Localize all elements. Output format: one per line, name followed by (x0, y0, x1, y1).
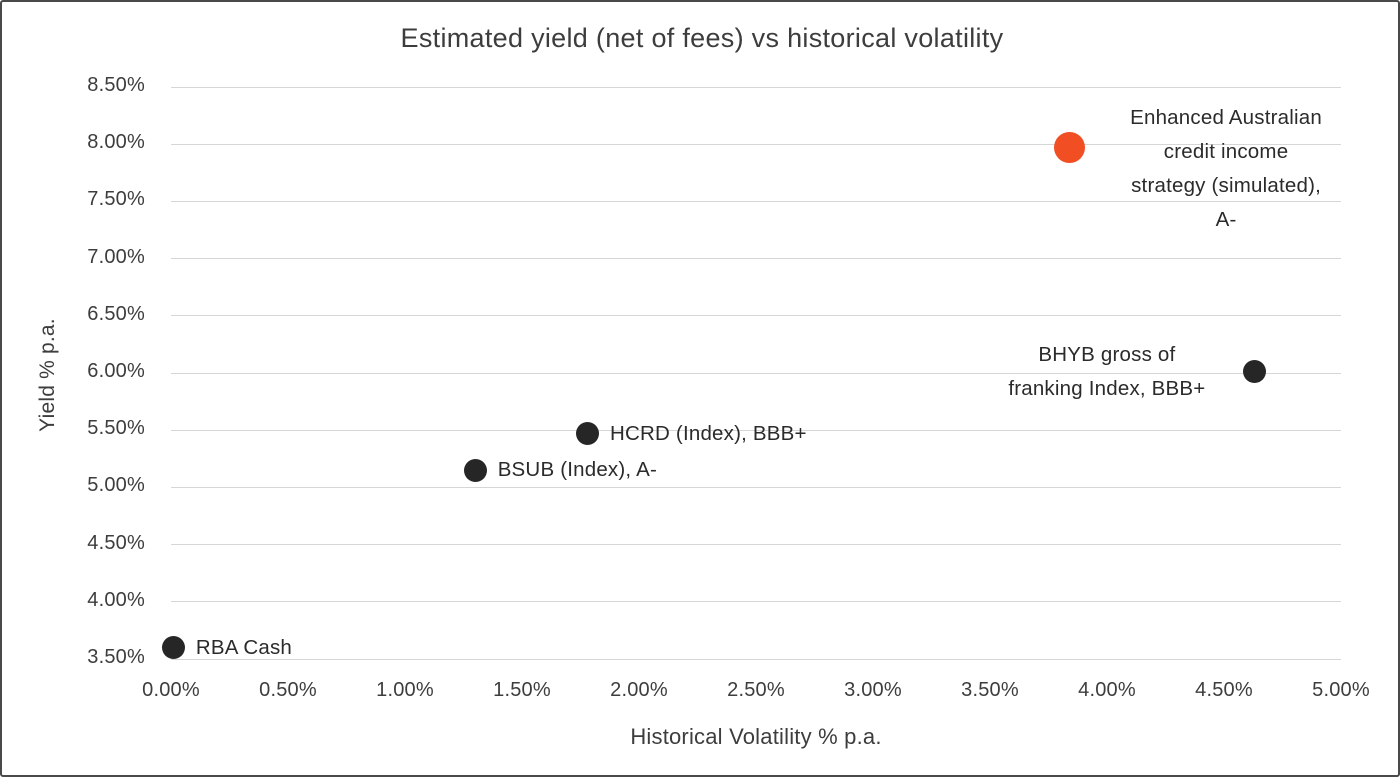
gridline (171, 86, 1341, 88)
y-axis-tick-label: 5.50% (87, 417, 145, 440)
x-axis-tick-label: 4.50% (1195, 679, 1253, 701)
x-axis-tick-label: 2.00% (610, 679, 668, 701)
data-point (1242, 360, 1266, 384)
y-axis-tick-label: 6.50% (87, 302, 145, 325)
x-axis-title: Historical Volatility % p.a. (630, 724, 882, 749)
data-point-label: RBA Cash (195, 635, 293, 659)
y-axis-tick-label: 7.50% (87, 188, 145, 211)
y-axis-tick-label: 6.00% (87, 360, 145, 382)
data-point-label: BSUB (Index), A- (497, 458, 657, 482)
x-axis-tick-label: 3.50% (961, 679, 1019, 701)
data-point (161, 636, 185, 660)
x-axis-tick-label: 1.50% (493, 679, 551, 701)
gridline (171, 200, 1341, 202)
chart-title: Estimated yield (net of fees) vs histori… (400, 23, 1004, 53)
gridline (171, 601, 1341, 603)
y-axis-tick-label: 8.50% (87, 74, 145, 96)
y-axis-tick-label: 5.00% (87, 474, 145, 497)
data-point (1054, 132, 1086, 164)
data-point-label: Enhanced Australian credit income strategy… (1130, 105, 1322, 231)
gridline (171, 372, 1341, 374)
gridline (171, 658, 1341, 660)
gridline (171, 486, 1341, 488)
data-point (463, 458, 487, 482)
x-axis-tick-label: 0.00% (142, 679, 200, 701)
data-point-label: HCRD (Index), BBB+ (610, 421, 807, 445)
gridline (171, 258, 1341, 260)
x-axis-tick-label: 2.50% (727, 679, 785, 701)
x-axis-tick-label: 0.50% (259, 679, 317, 701)
y-axis-tick-label: 7.00% (87, 245, 145, 268)
y-axis-tick-label: 4.00% (87, 588, 145, 611)
gridline (171, 429, 1341, 431)
y-axis-tick-label: 3.50% (87, 646, 145, 668)
data-point (576, 422, 600, 446)
x-axis-tick-label: 4.00% (1078, 679, 1136, 701)
x-axis-tick-label: 1.00% (376, 679, 434, 701)
x-axis-tick-label: 5.00% (1312, 679, 1370, 701)
gridline (171, 143, 1341, 145)
x-axis-tick-label: 3.00% (844, 679, 902, 701)
gridline (171, 315, 1341, 317)
y-axis-tick-label: 4.50% (87, 531, 145, 554)
y-axis-tick-label: 8.00% (87, 131, 145, 154)
data-point-label: BHYB gross of franking Index, BBB+ (1008, 342, 1206, 400)
gridline (171, 544, 1341, 546)
